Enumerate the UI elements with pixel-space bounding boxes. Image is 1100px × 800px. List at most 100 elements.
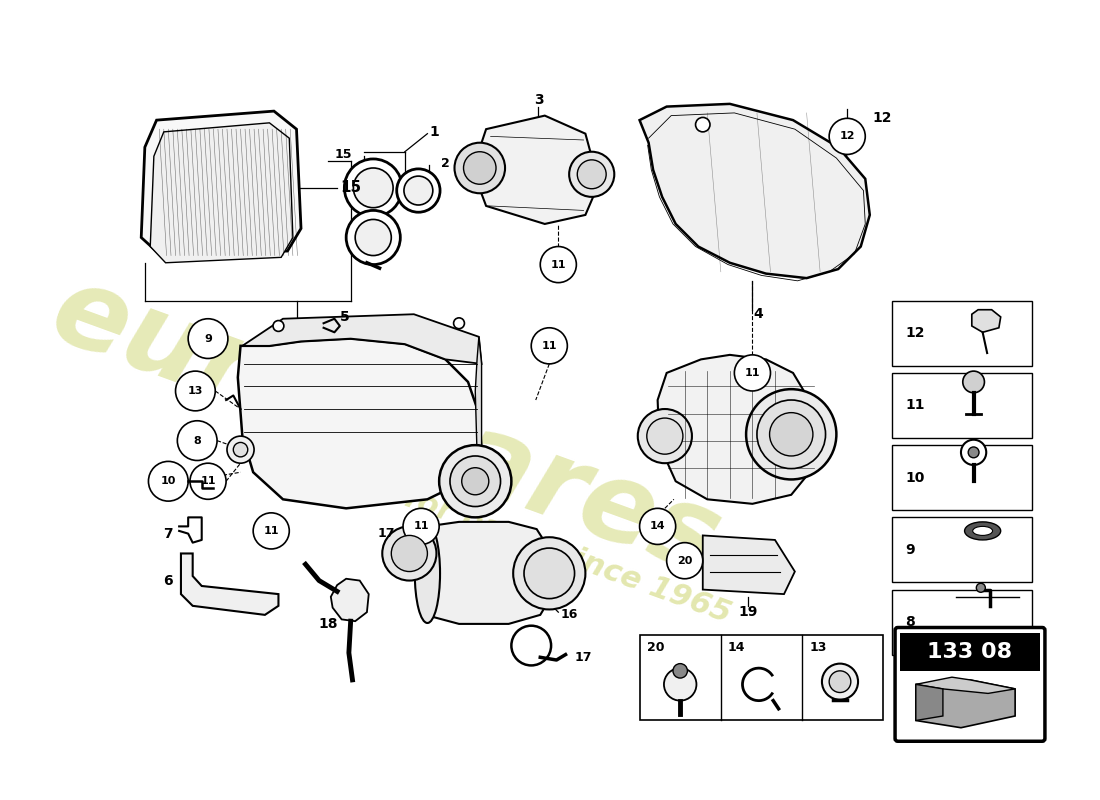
Text: 3: 3 [534,94,543,107]
Circle shape [392,535,428,571]
Circle shape [355,219,392,255]
Text: 11: 11 [414,522,429,531]
Circle shape [746,389,836,479]
Circle shape [273,321,284,331]
Text: 12: 12 [839,131,855,142]
Circle shape [188,318,228,358]
Circle shape [647,418,683,454]
Circle shape [673,664,688,678]
Text: 10: 10 [905,470,924,485]
Circle shape [404,176,432,205]
Polygon shape [242,314,482,364]
Circle shape [403,508,439,545]
Circle shape [177,421,217,461]
Circle shape [968,447,979,458]
Circle shape [524,548,574,598]
Text: 17: 17 [574,650,592,664]
Polygon shape [916,680,1015,728]
Text: 14: 14 [728,641,746,654]
Polygon shape [141,110,145,129]
Circle shape [397,169,440,212]
Polygon shape [141,111,301,255]
Polygon shape [473,116,598,224]
Text: 8: 8 [905,615,915,629]
Text: 11: 11 [905,398,924,413]
Text: 11: 11 [264,526,279,536]
Text: 11: 11 [551,259,566,270]
Text: 20: 20 [647,641,664,654]
Circle shape [735,355,770,391]
FancyBboxPatch shape [892,518,1032,582]
FancyBboxPatch shape [892,590,1032,654]
Circle shape [233,442,248,457]
Text: 13: 13 [810,641,827,654]
Circle shape [190,463,227,499]
Text: 20: 20 [676,556,692,566]
Polygon shape [180,554,278,615]
Circle shape [344,159,403,217]
Bar [901,633,1040,671]
Circle shape [253,513,289,549]
Text: 18: 18 [318,617,338,631]
Circle shape [695,118,710,132]
Text: 12: 12 [872,111,892,126]
Circle shape [664,668,696,701]
Circle shape [829,118,866,154]
FancyBboxPatch shape [892,373,1032,438]
Ellipse shape [965,522,1001,540]
Circle shape [450,456,500,506]
Circle shape [977,583,986,592]
Polygon shape [151,123,293,262]
Text: 15: 15 [340,180,361,195]
FancyBboxPatch shape [895,627,1045,742]
Text: eurospares: eurospares [39,257,735,598]
Polygon shape [658,355,815,504]
Circle shape [227,436,254,463]
Polygon shape [331,578,368,621]
Ellipse shape [415,524,440,623]
Text: 17: 17 [378,527,396,540]
FancyBboxPatch shape [892,445,1032,510]
Text: 2: 2 [441,157,450,170]
Circle shape [176,371,216,411]
Circle shape [757,400,825,469]
Circle shape [540,246,576,282]
Circle shape [453,318,464,329]
Text: 11: 11 [541,341,557,351]
Circle shape [578,160,606,189]
Circle shape [512,626,551,666]
Circle shape [569,152,614,197]
Circle shape [667,542,703,578]
Text: 14: 14 [650,522,666,531]
Text: 19: 19 [738,605,758,619]
Text: 9: 9 [205,334,212,344]
Circle shape [346,210,400,265]
Polygon shape [639,104,870,278]
Ellipse shape [972,526,992,535]
Text: a passion for parts since 1965: a passion for parts since 1965 [238,424,735,629]
Circle shape [353,168,393,208]
Polygon shape [418,522,551,624]
Text: 12: 12 [905,326,924,340]
Text: 10: 10 [161,476,176,486]
Circle shape [822,664,858,700]
Polygon shape [916,684,943,721]
Text: 15: 15 [334,148,352,161]
Text: 16: 16 [560,608,578,622]
FancyBboxPatch shape [639,634,883,721]
Text: 6: 6 [164,574,173,587]
Text: 5: 5 [340,310,350,324]
Circle shape [962,371,984,393]
Circle shape [514,538,585,610]
Circle shape [454,142,505,194]
Circle shape [463,152,496,184]
Text: 9: 9 [905,543,914,557]
Polygon shape [703,535,795,594]
Circle shape [639,508,675,545]
Polygon shape [238,338,482,508]
Polygon shape [916,677,1015,694]
Polygon shape [468,337,482,479]
Circle shape [462,468,488,494]
Circle shape [383,526,437,581]
Circle shape [829,671,850,693]
